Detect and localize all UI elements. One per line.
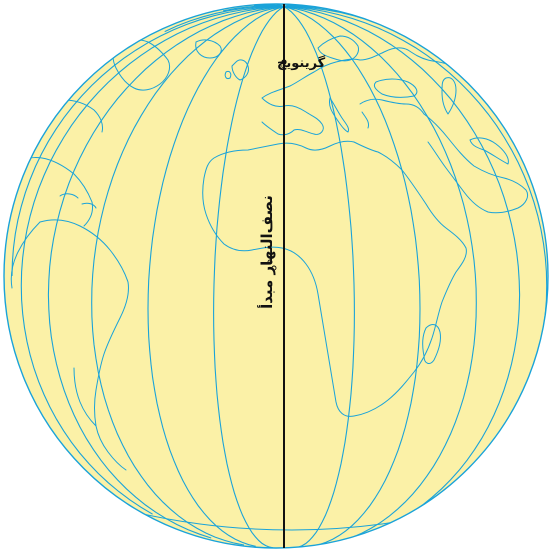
black-sea-coast <box>373 78 418 98</box>
meridian-line <box>283 6 521 539</box>
meridian-line <box>47 6 285 539</box>
greece-turkey-coast <box>359 98 425 129</box>
meridian-line <box>164 5 285 33</box>
south-america-coast <box>10 219 129 471</box>
italy-coast <box>329 97 349 133</box>
greenwich-label: گرینویچ <box>277 55 326 71</box>
arabia-coast <box>423 113 529 214</box>
scandinavia-coast <box>317 35 359 62</box>
gulf-island-1 <box>267 259 273 265</box>
iceland-coast <box>195 39 222 59</box>
greenwich-marker <box>281 59 287 65</box>
gulf-island-2 <box>271 265 277 271</box>
africa-coast <box>202 140 467 417</box>
caribbean-coast <box>59 193 97 209</box>
persian-gulf-coast <box>469 137 509 165</box>
greenland-coast <box>112 39 171 91</box>
meridian-line <box>91 6 285 546</box>
caspian-coast <box>441 77 457 115</box>
meridian-line <box>20 6 285 515</box>
meridian-line <box>11 6 285 277</box>
meridian-line <box>213 6 285 548</box>
globe-sphere <box>3 3 549 549</box>
meridian-line <box>283 6 477 546</box>
meridian-line <box>283 6 421 547</box>
meridian-line <box>283 6 355 548</box>
madagascar-coast <box>422 324 441 364</box>
meridian-line <box>283 4 292 8</box>
british-isles-coast <box>224 59 249 81</box>
prime-meridian-label: نصف‌النهار مبدأ <box>257 195 276 309</box>
